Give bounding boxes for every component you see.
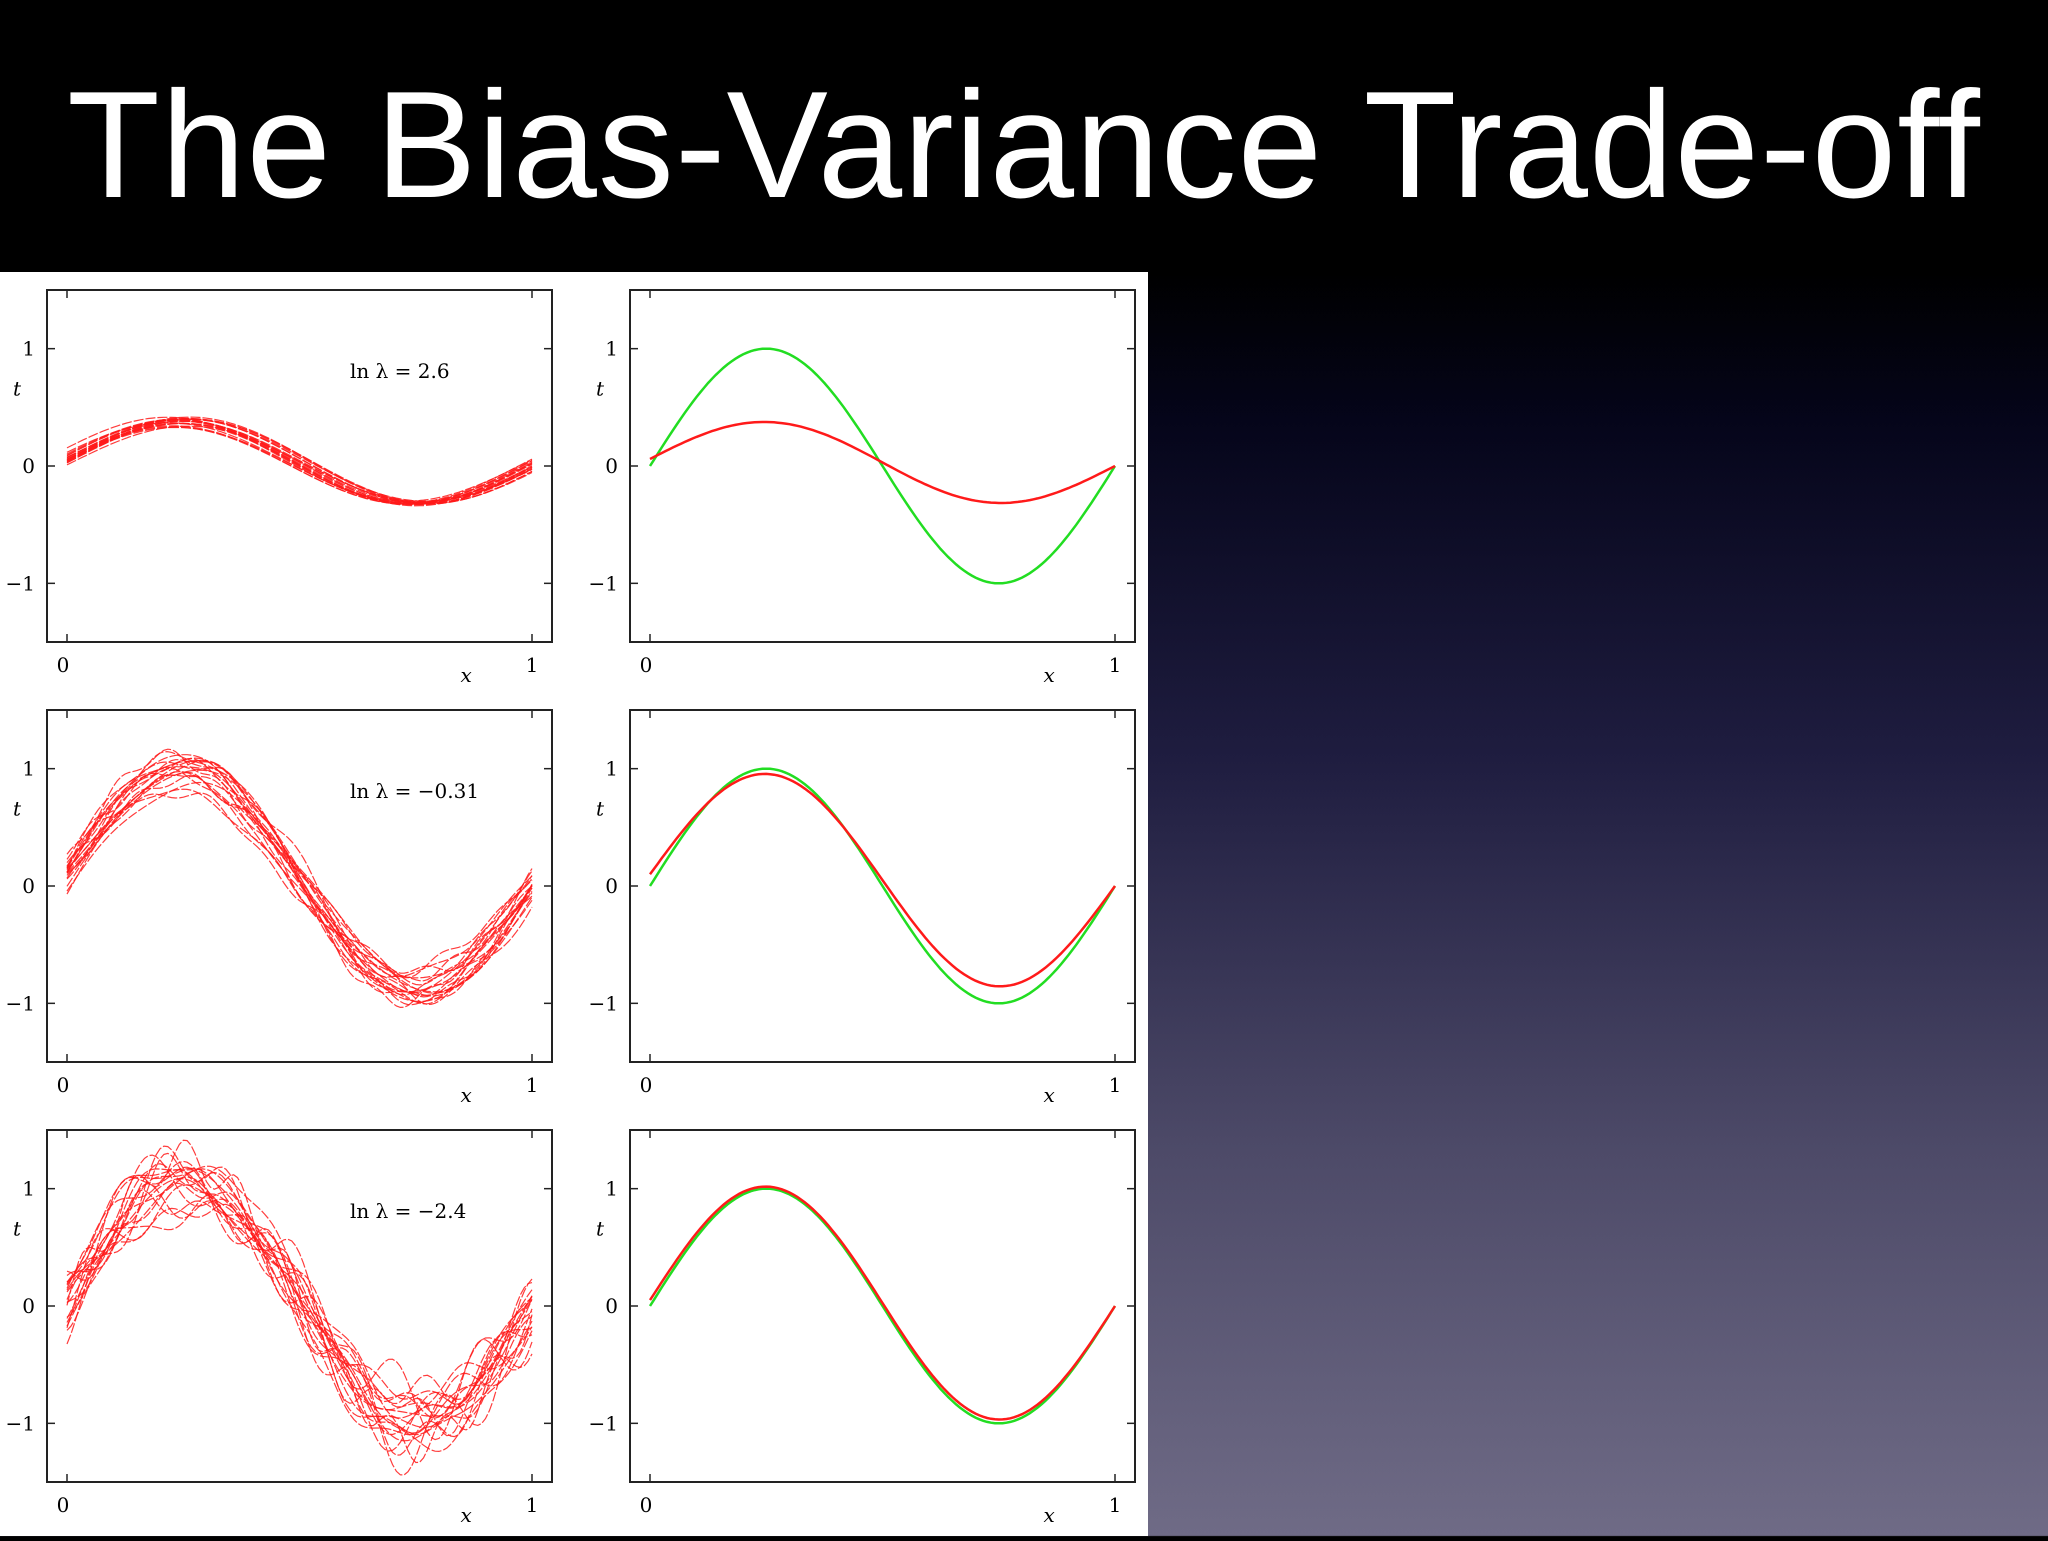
- x-axis-label: x: [1044, 663, 1055, 687]
- axes-frame: [46, 1129, 553, 1483]
- fitted-curve: [66, 757, 533, 998]
- fitted-curve: [66, 1145, 533, 1456]
- y-tick-label: 0: [605, 454, 618, 478]
- x-tick-label: 1: [526, 653, 539, 677]
- y-tick-label: 0: [22, 454, 35, 478]
- fitted-curve: [66, 416, 533, 504]
- subplot-row1-left: −1 0 1 0 1 x t ln λ = 2.6: [6, 289, 553, 687]
- figure-grid: −1 0 1 0 1 x t ln λ = 2.6 −1 0 1 0 1 x t −1 0 1 0 1 x t ln λ =…: [6, 289, 1136, 1527]
- fitted-curve: [66, 418, 533, 502]
- slide-title: The Bias-Variance Trade-off: [67, 60, 1981, 230]
- subplot-row3-right: −1 0 1 0 1 x t: [589, 1129, 1136, 1527]
- y-axis-label: t: [13, 1217, 22, 1241]
- y-tick-label: −1: [589, 571, 618, 595]
- fitted-curve: [66, 774, 533, 974]
- figure-panel: −1 0 1 0 1 x t ln λ = 2.6 −1 0 1 0 1 x t −1 0 1 0 1 x t ln λ =…: [0, 272, 1148, 1536]
- true-function-curve: [648, 347, 1117, 585]
- y-tick-label: 1: [605, 757, 618, 781]
- y-tick-label: 1: [605, 1177, 618, 1201]
- y-tick-label: −1: [6, 991, 35, 1015]
- y-tick-label: −1: [589, 991, 618, 1015]
- x-tick-label: 1: [1109, 1493, 1122, 1517]
- axes-frame: [46, 709, 553, 1063]
- true-function-curve: [648, 767, 1117, 1005]
- fitted-curve: [66, 1163, 533, 1436]
- y-axis-label: t: [596, 1217, 605, 1241]
- true-function-curve: [648, 1187, 1117, 1425]
- y-axis-label: t: [596, 797, 605, 821]
- fitted-curve: [66, 788, 533, 978]
- fitted-curve: [66, 1160, 533, 1436]
- fitted-curve: [66, 1169, 533, 1436]
- y-tick-label: −1: [6, 1411, 35, 1435]
- lambda-annotation: ln λ = −0.31: [350, 779, 479, 803]
- y-tick-label: 1: [22, 757, 35, 781]
- x-tick-label: 1: [1109, 1073, 1122, 1097]
- x-tick-label: 0: [57, 1073, 70, 1097]
- x-tick-label: 0: [640, 1493, 653, 1517]
- title-bar: The Bias-Variance Trade-off: [0, 0, 2048, 272]
- fitted-curve: [66, 781, 533, 979]
- lambda-annotation: ln λ = −2.4: [350, 1199, 466, 1223]
- fitted-curve: [66, 759, 533, 1006]
- y-tick-label: −1: [589, 1411, 618, 1435]
- fitted-curve: [66, 1189, 533, 1406]
- fitted-curve: [66, 774, 533, 986]
- y-axis-label: t: [13, 377, 22, 401]
- x-axis-label: x: [1044, 1083, 1055, 1107]
- fitted-curve: [66, 1193, 533, 1419]
- subplot-row1-right: −1 0 1 0 1 x t: [589, 289, 1136, 687]
- average-fit-curve: [649, 420, 1116, 505]
- fitted-curve: [66, 769, 533, 993]
- x-axis-label: x: [461, 1083, 472, 1107]
- x-tick-label: 1: [526, 1073, 539, 1097]
- x-tick-label: 0: [640, 1073, 653, 1097]
- subplot-row2-left: −1 0 1 0 1 x t ln λ = −0.31: [6, 709, 553, 1107]
- average-fit-curve: [648, 1185, 1117, 1421]
- y-axis-label: t: [596, 377, 605, 401]
- y-tick-label: −1: [6, 571, 35, 595]
- fitted-curve: [66, 1154, 533, 1434]
- fitted-curve: [66, 426, 533, 505]
- y-tick-label: 1: [605, 337, 618, 361]
- fitted-curve: [66, 771, 533, 982]
- x-axis-label: x: [1044, 1503, 1055, 1527]
- average-fit-curve: [648, 772, 1117, 988]
- x-tick-label: 1: [1109, 653, 1122, 677]
- fitted-curve: [66, 1183, 533, 1417]
- y-tick-label: 0: [22, 874, 35, 898]
- fitted-curve: [66, 792, 533, 979]
- fitted-curve: [66, 419, 533, 504]
- lambda-annotation: ln λ = 2.6: [350, 359, 450, 383]
- fitted-curve: [66, 757, 533, 1005]
- x-axis-label: x: [461, 663, 472, 687]
- fitted-curve: [66, 1176, 533, 1411]
- y-tick-label: 0: [605, 1294, 618, 1318]
- x-axis-label: x: [461, 1503, 472, 1527]
- subplot-row2-right: −1 0 1 0 1 x t: [589, 709, 1136, 1107]
- x-tick-label: 0: [640, 653, 653, 677]
- x-tick-label: 0: [57, 1493, 70, 1517]
- y-tick-label: 0: [22, 1294, 35, 1318]
- fitted-curve: [66, 754, 533, 1003]
- x-tick-label: 0: [57, 653, 70, 677]
- x-tick-label: 1: [526, 1493, 539, 1517]
- fitted-curve: [66, 420, 533, 502]
- fitted-curve: [66, 1152, 533, 1437]
- y-tick-label: 1: [22, 1177, 35, 1201]
- fitted-curve: [66, 770, 533, 994]
- y-tick-label: 0: [605, 874, 618, 898]
- subplot-row3-left: −1 0 1 0 1 x t ln λ = −2.4: [6, 1129, 553, 1527]
- fitted-curve: [66, 759, 533, 1006]
- y-axis-label: t: [13, 797, 22, 821]
- fitted-curve: [66, 1167, 533, 1476]
- y-tick-label: 1: [22, 337, 35, 361]
- fitted-curve: [66, 1165, 533, 1453]
